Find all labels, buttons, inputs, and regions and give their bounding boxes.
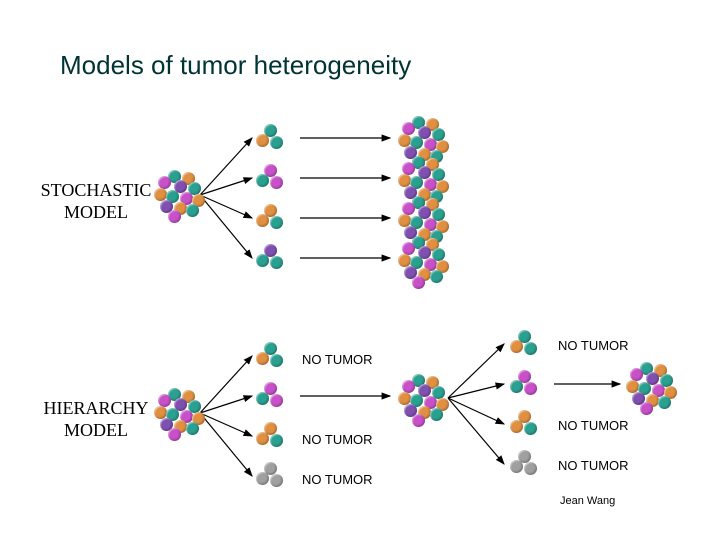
- arrow: [448, 384, 504, 398]
- cell: [256, 352, 269, 365]
- cell: [186, 204, 199, 217]
- cell: [270, 434, 283, 447]
- cell: [430, 270, 443, 283]
- no-tumor-label: NO TUMOR: [302, 352, 373, 367]
- page-title: Models of tumor heterogeneity: [60, 50, 411, 81]
- cell: [510, 340, 523, 353]
- stochastic-label-line2: MODEL: [64, 202, 128, 222]
- arrow: [448, 398, 504, 464]
- cell: [256, 254, 269, 267]
- cell: [524, 462, 537, 475]
- cell: [524, 342, 537, 355]
- hierarchy-label-line1: HIERARCHY: [43, 398, 148, 418]
- cell: [430, 408, 443, 421]
- cell: [640, 402, 653, 415]
- arrow: [200, 195, 252, 258]
- arrow: [200, 138, 252, 195]
- stochastic-label-line1: STOCHASTIC: [41, 180, 152, 200]
- cell: [524, 422, 537, 435]
- attribution: Jean Wang: [560, 495, 615, 507]
- arrow: [200, 195, 252, 218]
- cell: [256, 432, 269, 445]
- no-tumor-label: NO TUMOR: [558, 338, 629, 353]
- cell: [256, 174, 269, 187]
- cell: [412, 276, 425, 289]
- cell: [510, 460, 523, 473]
- cell: [510, 380, 523, 393]
- arrow: [200, 356, 252, 413]
- cell: [256, 472, 269, 485]
- cell: [412, 414, 425, 427]
- hierarchy-label: HIERARCHY MODEL: [38, 398, 154, 441]
- arrow: [200, 413, 252, 436]
- cell: [270, 216, 283, 229]
- cell: [270, 354, 283, 367]
- cell: [270, 176, 283, 189]
- cell: [658, 396, 671, 409]
- arrow: [200, 178, 252, 195]
- hierarchy-label-line2: MODEL: [64, 420, 128, 440]
- no-tumor-label: NO TUMOR: [558, 418, 629, 433]
- arrow: [448, 398, 504, 424]
- cell: [270, 474, 283, 487]
- cell: [168, 210, 181, 223]
- cell: [256, 392, 269, 405]
- cell: [270, 394, 283, 407]
- cell: [524, 382, 537, 395]
- cell: [256, 134, 269, 147]
- cell: [186, 422, 199, 435]
- no-tumor-label: NO TUMOR: [302, 432, 373, 447]
- arrow: [200, 413, 252, 476]
- cell: [256, 214, 269, 227]
- arrow: [200, 396, 252, 413]
- cell: [270, 256, 283, 269]
- stochastic-label: STOCHASTIC MODEL: [38, 180, 154, 223]
- cell: [168, 428, 181, 441]
- no-tumor-label: NO TUMOR: [302, 472, 373, 487]
- arrow: [448, 344, 504, 398]
- no-tumor-label: NO TUMOR: [558, 458, 629, 473]
- cell: [270, 136, 283, 149]
- cell: [510, 420, 523, 433]
